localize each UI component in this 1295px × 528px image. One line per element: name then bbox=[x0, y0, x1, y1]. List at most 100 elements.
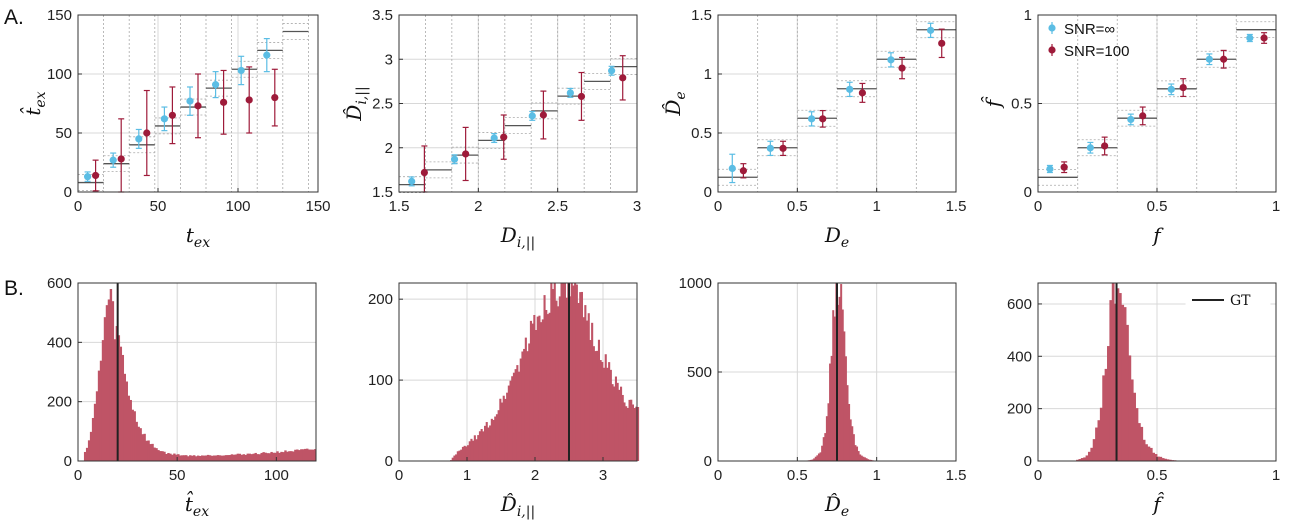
histogram-bar bbox=[592, 346, 595, 461]
histogram-bar bbox=[1159, 456, 1163, 461]
histogram-bar bbox=[99, 360, 103, 461]
x-tick-label: 2 bbox=[474, 198, 482, 215]
x-tick-label: 150 bbox=[305, 198, 330, 215]
histogram-bar bbox=[844, 356, 847, 461]
data-point bbox=[109, 156, 117, 164]
histogram-bar bbox=[846, 385, 849, 461]
histogram-bar bbox=[535, 330, 538, 461]
histogram-bar bbox=[456, 451, 459, 461]
histogram-bar bbox=[1130, 379, 1134, 461]
histogram-bar bbox=[292, 451, 295, 461]
histogram-bar bbox=[507, 385, 510, 461]
histogram-bar bbox=[280, 451, 283, 461]
data-point bbox=[408, 177, 416, 185]
histogram-bar bbox=[228, 455, 232, 461]
histogram-bar bbox=[827, 403, 830, 461]
y-tick-label: 600 bbox=[47, 275, 72, 292]
histogram-bar bbox=[829, 363, 832, 461]
histogram-bar bbox=[286, 451, 289, 461]
histogram-bar bbox=[620, 386, 623, 461]
histogram-bar bbox=[248, 453, 251, 461]
histogram-bar bbox=[821, 445, 824, 461]
data-point bbox=[566, 89, 574, 97]
histogram-bar bbox=[572, 285, 575, 461]
histogram-bar bbox=[260, 452, 263, 461]
histogram-bar bbox=[109, 288, 113, 461]
histogram-bar bbox=[552, 289, 555, 461]
histogram-bar bbox=[546, 314, 549, 461]
histogram-bar bbox=[210, 455, 214, 461]
histogram-bar bbox=[214, 455, 218, 461]
histogram-bar bbox=[460, 449, 463, 461]
histogram-bar bbox=[224, 455, 228, 461]
histogram-bar bbox=[849, 419, 852, 461]
legend-entry: SNR=100 bbox=[1064, 43, 1129, 60]
histogram-bar bbox=[816, 455, 819, 461]
histogram-bar bbox=[597, 339, 600, 461]
histogram-bar bbox=[85, 447, 89, 461]
histogram-bar bbox=[1118, 293, 1122, 461]
histogram-bar bbox=[1107, 346, 1110, 461]
x-tick-label: 1.5 bbox=[946, 198, 967, 215]
x-axis-label: De bbox=[824, 223, 849, 251]
histogram-bar bbox=[497, 410, 500, 461]
histogram-bar bbox=[586, 320, 589, 461]
histogram-bar bbox=[1092, 439, 1096, 461]
y-tick-label: 600 bbox=[1007, 296, 1032, 313]
data-point bbox=[1179, 83, 1187, 92]
x-tick-label: 1 bbox=[872, 198, 880, 215]
histogram-bar bbox=[526, 351, 529, 461]
histogram-bar bbox=[254, 452, 257, 461]
histogram-bar bbox=[843, 331, 846, 461]
panel-label-b: B. bbox=[4, 277, 24, 300]
histogram-bar bbox=[870, 459, 873, 461]
histogram-bar bbox=[596, 350, 599, 461]
histogram-bar bbox=[101, 340, 105, 461]
histogram-bar bbox=[266, 453, 269, 461]
data-point bbox=[490, 134, 498, 142]
y-tick-label: 0.5 bbox=[691, 125, 712, 142]
histogram-bar bbox=[1097, 420, 1101, 461]
histogram-bar bbox=[533, 314, 536, 461]
chart-b3: 0 0.5 1 1.5 0 500 1000 D̂e bbox=[679, 275, 967, 520]
x-tick-label: 3 bbox=[633, 198, 641, 215]
histogram-bar bbox=[531, 323, 534, 461]
histogram-bar bbox=[557, 306, 560, 461]
histogram-bar bbox=[1149, 447, 1153, 461]
x-tick-label: 0.5 bbox=[787, 198, 808, 215]
x-tick-label: 3 bbox=[599, 467, 607, 484]
histogram-bar bbox=[83, 451, 87, 461]
histogram-bar bbox=[238, 453, 242, 461]
histogram-bar bbox=[157, 450, 160, 461]
x-tick-label: 0 bbox=[1034, 198, 1042, 215]
histogram-bar bbox=[609, 369, 612, 461]
y-tick-label: 1 bbox=[704, 66, 712, 83]
histogram-bar bbox=[1104, 368, 1108, 461]
histogram-bar bbox=[304, 448, 307, 461]
histogram-bar bbox=[1128, 355, 1132, 461]
histogram-bar bbox=[630, 399, 633, 461]
histogram-bar bbox=[548, 312, 551, 461]
data-point bbox=[263, 51, 271, 59]
histogram-bar bbox=[553, 283, 556, 461]
data-point bbox=[619, 74, 627, 82]
histogram-bar bbox=[613, 386, 616, 461]
histogram-bar bbox=[127, 395, 130, 461]
histogram-bar bbox=[480, 429, 483, 461]
histogram-bar bbox=[121, 354, 125, 461]
histogram-bar bbox=[177, 454, 180, 461]
data-point bbox=[1060, 163, 1068, 171]
histogram-bar bbox=[218, 455, 222, 461]
x-tick-label: 0 bbox=[714, 467, 722, 484]
data-point bbox=[1101, 142, 1109, 150]
y-axis-label: D̂e bbox=[661, 91, 689, 116]
histogram-bar bbox=[272, 452, 275, 461]
histogram-bar bbox=[1157, 456, 1160, 461]
histogram-bar bbox=[181, 455, 184, 461]
y-tick-label: 100 bbox=[368, 372, 393, 389]
histogram-bar bbox=[288, 451, 291, 461]
histogram-bar bbox=[833, 316, 836, 461]
histogram-bar bbox=[1142, 439, 1146, 461]
histogram-bar bbox=[208, 455, 212, 461]
